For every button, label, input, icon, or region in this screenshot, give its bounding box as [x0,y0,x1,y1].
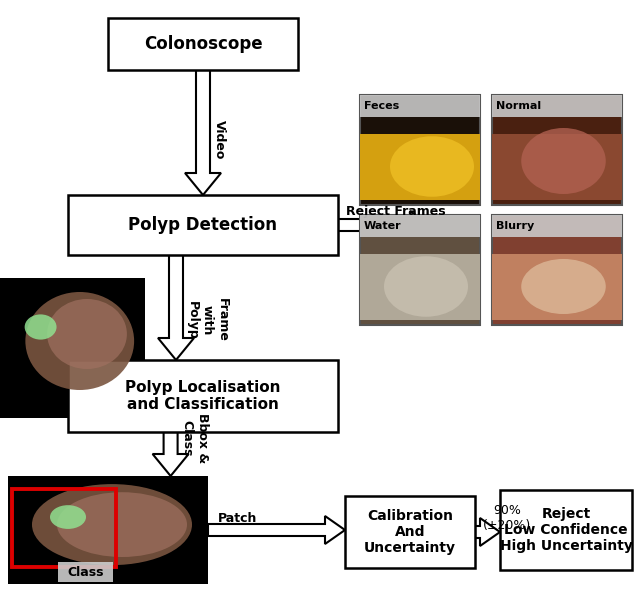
Text: Blurry: Blurry [496,221,534,231]
Polygon shape [185,70,221,195]
Bar [492,95,622,205]
Ellipse shape [47,299,127,369]
Ellipse shape [521,259,605,314]
Ellipse shape [57,492,187,557]
Bar [360,254,480,320]
Bar [360,95,480,205]
Bar [492,254,622,320]
Text: Patch: Patch [218,511,257,524]
Text: Colonoscope: Colonoscope [144,35,262,53]
Bar [492,215,622,325]
Text: Class: Class [67,566,104,579]
Text: 90%
(±20%): 90% (±20%) [483,504,531,532]
Text: Normal: Normal [496,101,541,111]
Bar [8,476,208,584]
Ellipse shape [390,137,474,197]
Bar [12,489,116,567]
Bar [360,215,480,325]
Text: Polyp Localisation
and Classification: Polyp Localisation and Classification [125,380,281,412]
Text: Reject Frames: Reject Frames [346,204,445,217]
Text: Bbox &
Class: Bbox & Class [180,413,209,463]
Polygon shape [338,211,430,239]
Ellipse shape [26,292,134,390]
Text: Feces: Feces [364,101,399,111]
Text: Calibration
And
Uncertainty: Calibration And Uncertainty [364,509,456,555]
Text: Polyp Detection: Polyp Detection [129,216,278,234]
Bar [68,195,338,255]
Bar [492,215,622,237]
Text: Frame
with
Polyp: Frame with Polyp [186,298,229,342]
Text: Water: Water [364,221,402,231]
Ellipse shape [384,256,468,317]
Bar [360,215,480,237]
Ellipse shape [521,128,605,194]
Bar [58,562,113,582]
Polygon shape [152,432,189,476]
Polygon shape [208,516,345,544]
Text: Reject
Low Confidence
High Uncertainty: Reject Low Confidence High Uncertainty [500,507,632,553]
Bar [360,134,480,200]
Text: Video: Video [213,121,226,160]
Bar [0,278,145,418]
Bar [345,496,475,568]
Bar [500,490,632,570]
Bar [108,18,298,70]
Bar [492,95,622,117]
Polygon shape [475,518,500,546]
Ellipse shape [32,484,192,565]
Ellipse shape [50,505,86,529]
Bar [360,95,480,117]
Polygon shape [158,255,194,360]
Ellipse shape [25,314,56,340]
Bar [492,134,622,200]
Bar [68,360,338,432]
